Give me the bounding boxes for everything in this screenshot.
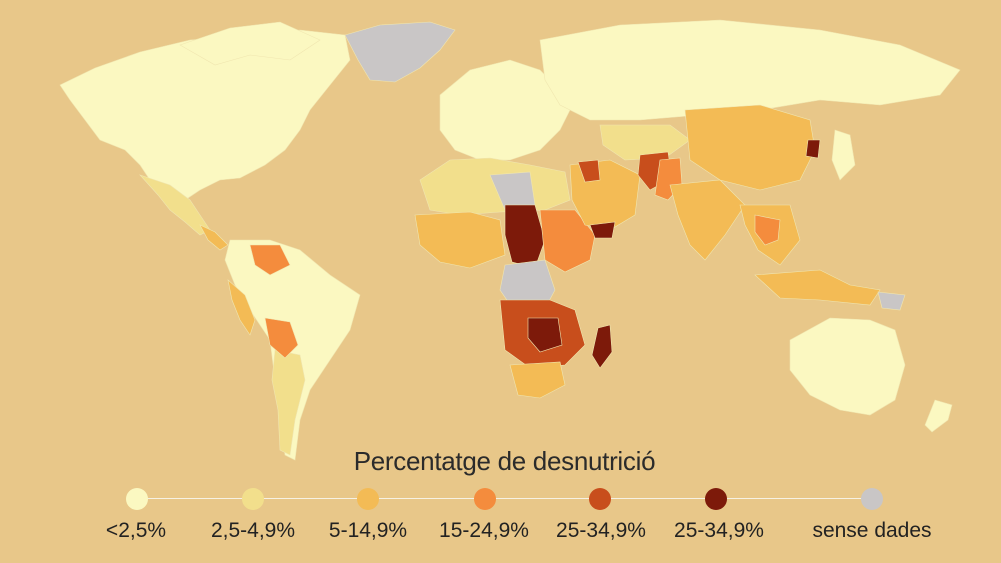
region-indonesia <box>754 269 881 306</box>
region-andes <box>227 279 256 336</box>
region-russia <box>539 19 961 121</box>
region-europe <box>439 59 571 161</box>
region-venezuela <box>249 244 291 276</box>
legend-swatch <box>589 488 611 510</box>
region-central-america <box>199 224 229 251</box>
legend-label: <2,5% <box>105 519 167 542</box>
region-yemen <box>589 221 616 239</box>
region-china <box>684 104 816 191</box>
region-indochina <box>754 214 781 246</box>
legend-label: 5-14,9% <box>328 519 408 542</box>
legend-label: 25-34,9% <box>674 519 764 542</box>
region-papua-nodata <box>877 291 906 311</box>
region-argentina <box>271 349 306 456</box>
legend-swatch <box>357 488 379 510</box>
region-india <box>669 179 746 261</box>
legend-swatch <box>242 488 264 510</box>
legend-line <box>137 498 872 499</box>
legend-swatch <box>861 488 883 510</box>
region-australia <box>789 317 906 416</box>
region-north-america <box>59 29 351 201</box>
legend-title: Percentatge de desnutrició <box>353 446 656 476</box>
region-greenland <box>344 21 456 83</box>
legend-label: sense dades <box>812 519 932 542</box>
region-madagascar <box>591 324 613 369</box>
region-bolivia <box>264 317 299 359</box>
region-new-zealand <box>924 399 953 433</box>
region-south-africa <box>509 361 566 399</box>
region-north-korea <box>805 139 821 159</box>
legend-swatch <box>474 488 496 510</box>
legend-label: 15-24,9% <box>439 519 529 542</box>
legend-swatch <box>705 488 727 510</box>
legend-label: 25-34,9% <box>556 519 646 542</box>
region-sahel <box>504 204 546 269</box>
region-zambia <box>527 317 563 353</box>
region-canada-north <box>179 21 321 66</box>
region-japan <box>831 129 856 181</box>
region-west-africa <box>414 211 506 269</box>
region-iraq <box>577 159 601 183</box>
legend-swatch <box>126 488 148 510</box>
legend-label: 2,5-4,9% <box>210 519 296 542</box>
